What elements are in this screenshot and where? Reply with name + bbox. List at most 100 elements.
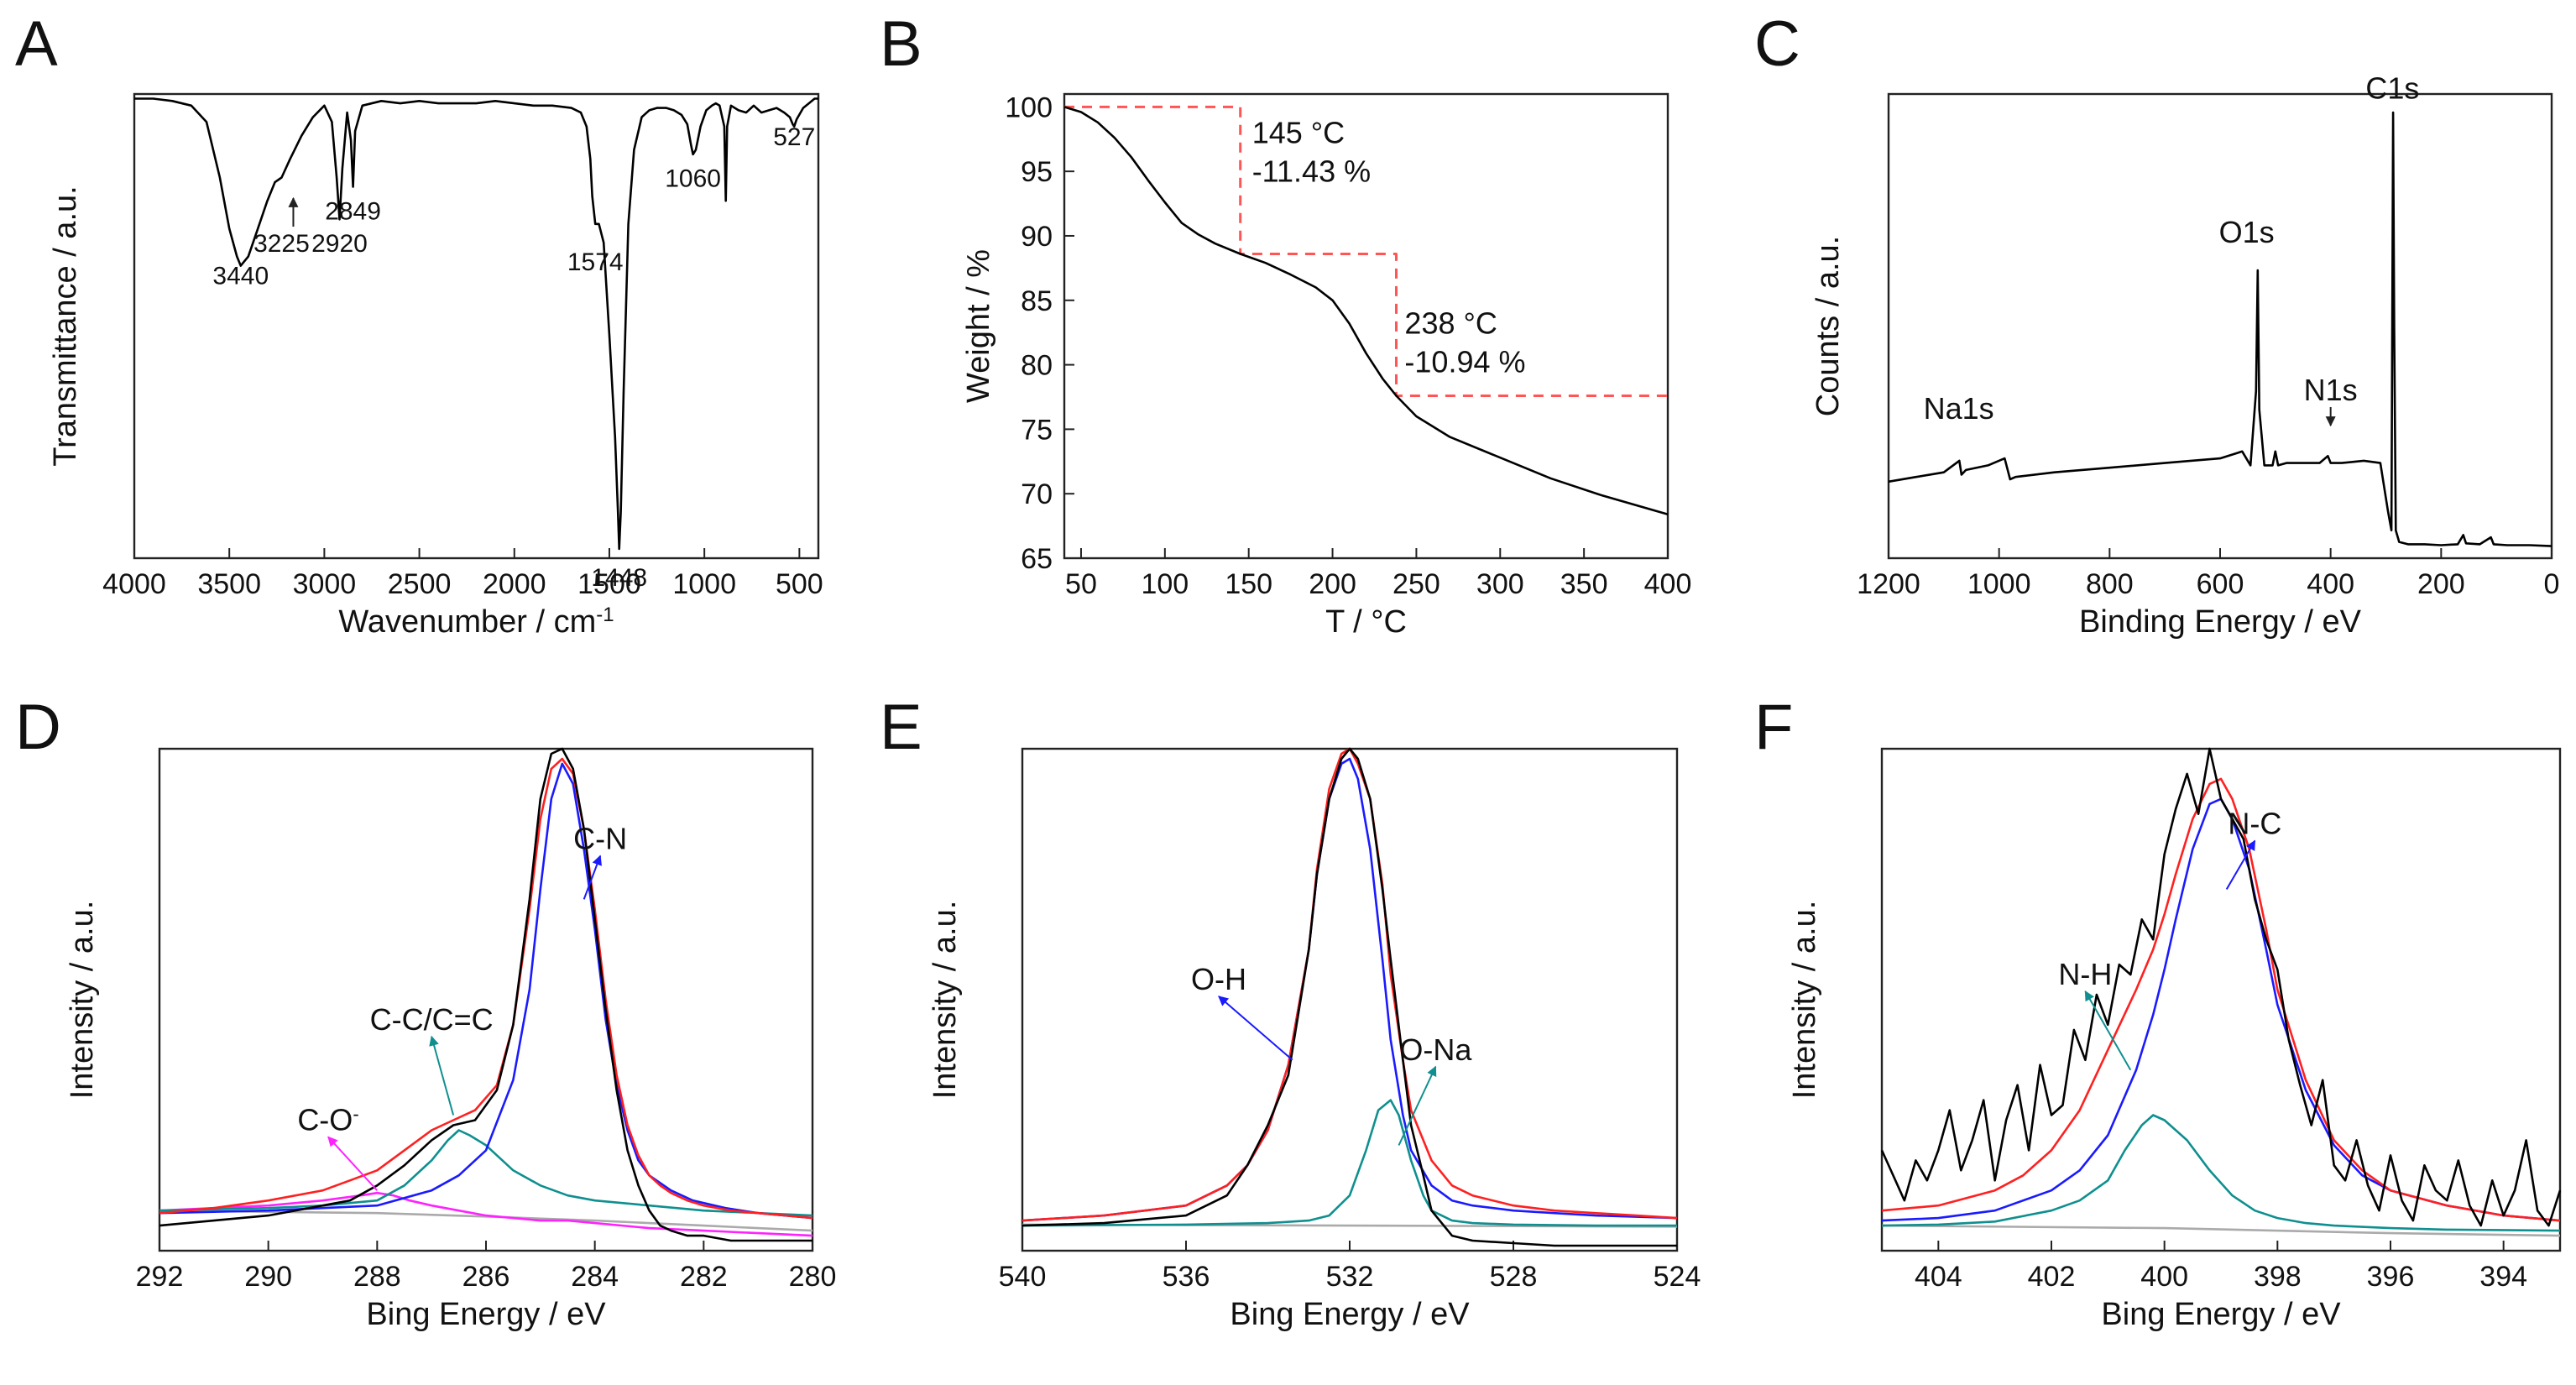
series-line-d-fit — [159, 757, 813, 1220]
panel-letter-c: C — [1754, 8, 1800, 80]
x-tick-label-b-100: 100 — [1141, 568, 1189, 600]
x-tick-label-d-292: 292 — [136, 1261, 184, 1293]
x-tick-label-e-528: 528 — [1490, 1261, 1538, 1293]
panel-e: E 540 536 532 528 524 Bing Energy / eV Intensi… — [880, 692, 1701, 1332]
series-line-e-o-h — [1022, 757, 1678, 1222]
x-axis-label-b: T / °C — [1325, 604, 1407, 640]
x-tick-label-c-400: 400 — [2307, 568, 2354, 600]
x-tick-label-b-400: 400 — [1644, 568, 1692, 600]
y-tick-label-b-80: 80 — [1021, 350, 1053, 382]
plot-frame-f — [1880, 747, 2562, 1252]
annotation-a-3440: 3440 — [212, 263, 269, 290]
series-line-e-o-na — [1022, 1099, 1677, 1227]
series-line-a-ftir-spectrum — [134, 97, 818, 551]
x-tick-label-f-400: 400 — [2140, 1261, 2188, 1293]
x-tick-label-b-350: 350 — [1560, 568, 1608, 600]
plot-a: 4000 3500 3000 2500 2000 1500 1000 500 Wavenumbe… — [48, 92, 823, 640]
annotation-c-na1s: Na1s — [1924, 391, 1994, 426]
annotation-f-n-c-arrow — [2225, 839, 2256, 890]
panel-c: C 1200 1000 800 600 400 200 0 Binding Energy / … — [1754, 8, 2559, 640]
plot-d: 292 290 288 286 284 282 280 Bing Energy / eV Int… — [65, 747, 837, 1332]
series-line-e-fit — [1022, 747, 1678, 1222]
x-tick-label-a-3000: 3000 — [293, 568, 357, 600]
x-tick-label-d-290: 290 — [244, 1261, 292, 1293]
annotation-d-c-o-arrow — [327, 1136, 379, 1191]
panel-a: A 4000 3500 3000 2500 2000 1500 1000 500 Wavenum… — [15, 8, 823, 640]
panel-d: D 292 290 288 286 284 282 280 Bing Energy / eV I… — [15, 692, 836, 1332]
annotation-d-c-c-c-c-arrow — [429, 1035, 455, 1116]
annotation-b-145-c-line-0: 145 °C — [1252, 115, 1345, 149]
annotation-d-c-o-sup: - — [353, 1103, 358, 1124]
x-tick-label-f-394: 394 — [2479, 1261, 2527, 1293]
x-tick-label-c-0: 0 — [2544, 568, 2560, 600]
x-tick-label-a-1500: 1500 — [577, 568, 641, 600]
annotation-f-n-h: N-H — [2058, 957, 2112, 991]
annotation-c-c1s: C1s — [2365, 71, 2419, 106]
annotation-a-527: 527 — [773, 123, 815, 151]
x-axis-label-f: Bing Energy / eV — [2101, 1297, 2341, 1332]
y-axis-label-f: Intensity / a.u. — [1787, 901, 1822, 1100]
series-line-f-n-h — [1881, 1114, 2561, 1232]
x-axis-label-sup-a: -1 — [596, 604, 614, 626]
series-line-f-fit — [1881, 777, 2561, 1222]
panel-letter-a: A — [15, 8, 58, 80]
annotation-e-o-na: O-Na — [1399, 1032, 1472, 1067]
x-tick-label-e-540: 540 — [999, 1261, 1047, 1293]
x-tick-label-e-532: 532 — [1326, 1261, 1374, 1293]
x-axis-label-c: Binding Energy / eV — [2079, 604, 2362, 640]
x-tick-label-d-286: 286 — [462, 1261, 510, 1293]
annotation-a-2920: 2920 — [311, 230, 368, 258]
panel-letter-b: B — [880, 8, 922, 80]
annotation-d-c-n: C-N — [573, 822, 627, 856]
plot-frame-e — [1021, 747, 1679, 1252]
annotation-a-3225: 3225 — [253, 230, 310, 258]
x-tick-label-f-402: 402 — [2028, 1261, 2076, 1293]
x-tick-label-e-536: 536 — [1163, 1261, 1210, 1293]
x-tick-label-a-3500: 3500 — [197, 568, 261, 600]
x-tick-label-b-50: 50 — [1065, 568, 1097, 600]
y-axis-label-b: Weight / % — [961, 249, 996, 403]
panel-letter-d: D — [15, 692, 61, 763]
x-tick-label-c-1000: 1000 — [1967, 568, 2031, 600]
x-axis-label-a: Wavenumber / cm-1 — [338, 604, 614, 640]
annotation-a-1574: 1574 — [567, 248, 624, 276]
x-tick-label-d-282: 282 — [680, 1261, 728, 1293]
panel-f: F 404 402 400 398 396 394 Bing Energy / eV Inte… — [1754, 692, 2562, 1332]
x-tick-label-a-4000: 4000 — [102, 568, 166, 600]
series-line-d-baseline — [159, 1209, 813, 1232]
y-tick-label-b-95: 95 — [1021, 156, 1053, 188]
x-tick-label-f-404: 404 — [1915, 1261, 1962, 1293]
annotation-c-n1s: N1s — [2304, 373, 2358, 407]
x-tick-label-d-288: 288 — [353, 1261, 401, 1293]
x-tick-label-d-280: 280 — [789, 1261, 837, 1293]
x-tick-label-a-2500: 2500 — [388, 568, 452, 600]
annotation-b-145-c-line-1: -11.43 % — [1252, 154, 1371, 188]
annotation-e-o-h-arrow — [1218, 996, 1293, 1061]
x-tick-label-a-500: 500 — [776, 568, 823, 600]
panel-letter-f: F — [1754, 692, 1793, 763]
annotation-e-o-na-arrow — [1398, 1065, 1437, 1146]
x-tick-label-f-398: 398 — [2254, 1261, 2302, 1293]
series-line-d-c-c-c-c — [159, 1129, 813, 1217]
series-line-d-c-o — [159, 1191, 813, 1237]
series-line-b-tga — [1063, 106, 1669, 516]
y-axis-label-c: Counts / a.u. — [1811, 236, 1846, 416]
x-tick-label-d-284: 284 — [571, 1261, 619, 1293]
x-axis-label-e: Bing Energy / eV — [1230, 1297, 1470, 1332]
series-line-f-n-c — [1881, 797, 2561, 1222]
plot-c: 1200 1000 800 600 400 200 0 Binding Energy / eV… — [1811, 71, 2559, 640]
x-tick-label-c-600: 600 — [2197, 568, 2244, 600]
annotation-f-n-c: N-C — [2228, 807, 2281, 841]
y-tick-label-b-65: 65 — [1021, 543, 1053, 575]
annotation-c-o1s: O1s — [2219, 215, 2275, 249]
annotation-d-c-n-arrow — [583, 855, 602, 900]
series-line-d-c-n — [159, 762, 813, 1220]
x-tick-label-c-800: 800 — [2086, 568, 2134, 600]
annotation-a-1448: 1448 — [591, 564, 647, 592]
x-tick-label-b-200: 200 — [1309, 568, 1356, 600]
annotation-d-c-o: C-O- — [297, 1102, 358, 1137]
plot-frame-b — [1063, 92, 1669, 560]
x-tick-label-c-200: 200 — [2417, 568, 2465, 600]
x-tick-label-f-396: 396 — [2367, 1261, 2415, 1293]
